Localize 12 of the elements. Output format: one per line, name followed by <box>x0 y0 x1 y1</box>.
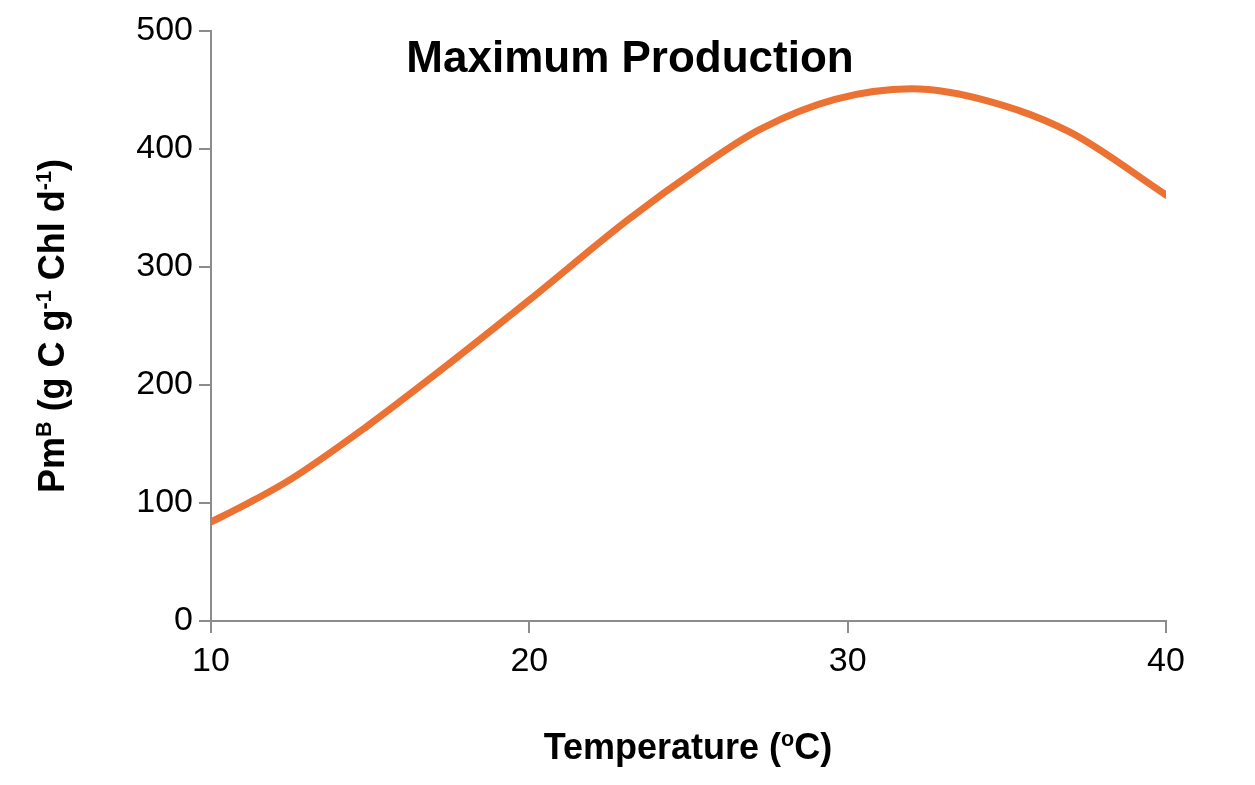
y-tick-label: 0 <box>174 599 193 638</box>
y-tick-label: 200 <box>136 363 193 402</box>
x-tick-label: 10 <box>192 639 230 678</box>
x-tick-label: 30 <box>828 639 867 678</box>
x-axis-title: Temperature ($^{o}$C) <box>543 726 833 768</box>
y-tick-label: 300 <box>136 245 193 284</box>
y-tick-label: 100 <box>136 481 193 520</box>
x-tick-label: 40 <box>1147 639 1185 678</box>
y-tick-label: 400 <box>136 127 193 166</box>
y-tick-label: 500 <box>136 9 193 48</box>
chart-title: Maximum Production <box>406 32 854 82</box>
x-tick-label: 20 <box>510 639 549 678</box>
